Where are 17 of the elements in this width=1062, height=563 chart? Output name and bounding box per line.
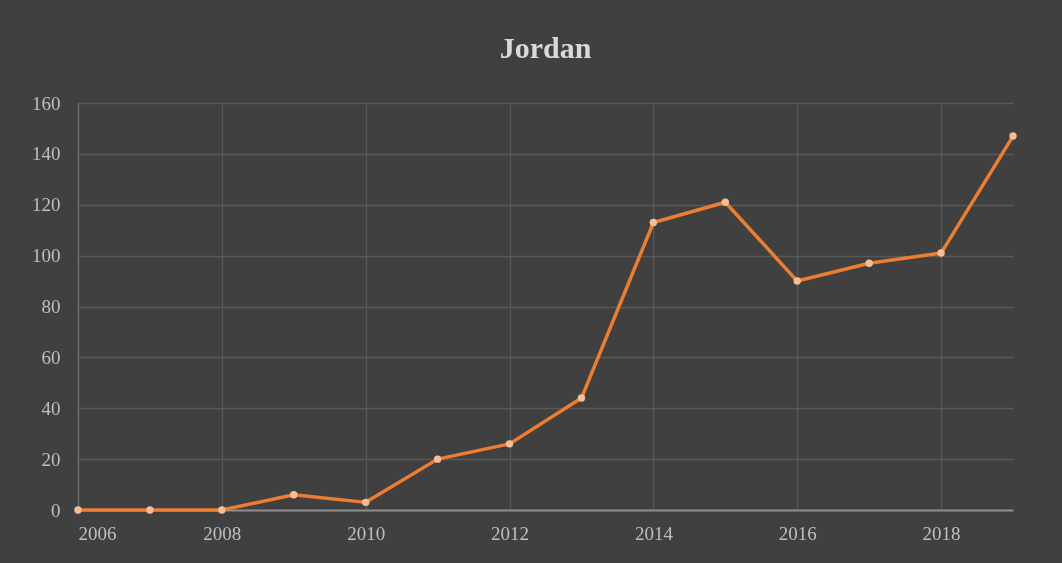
y-tick-label: 120 [32,194,61,216]
y-tick-label: 140 [32,143,61,165]
y-tick-label: 60 [41,346,61,368]
y-tick-label: 40 [41,397,61,419]
x-tick-label: 2010 [347,522,386,544]
chart-title: Jordan [499,31,592,64]
y-tick-label: 0 [51,499,61,521]
x-tick-label: 2018 [922,522,961,544]
x-tick-label: 2014 [634,522,674,544]
x-tick-label: 2006 [78,522,117,544]
y-tick-label: 20 [41,448,61,470]
y-tick-label: 80 [41,296,61,317]
y-tick-label: 100 [32,245,61,267]
x-tick-label: 2016 [778,522,817,544]
x-tick-label: 2008 [203,522,242,544]
y-tick-label: 160 [32,92,61,114]
x-tick-label: 2012 [491,522,530,544]
